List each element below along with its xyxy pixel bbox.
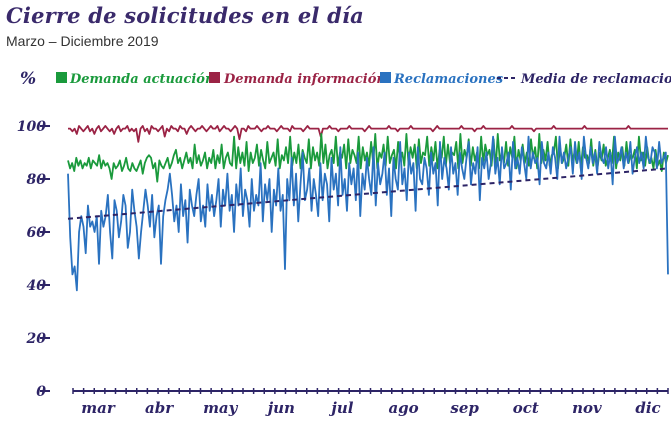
y-tick-label: 100 xyxy=(17,119,46,135)
x-tick-label: ago xyxy=(388,399,418,417)
legend-label-demanda-informacion: Demanda información xyxy=(223,72,386,87)
x-tick-label: jul xyxy=(328,399,353,417)
chart-title: Cierre de solicitudes en el día xyxy=(6,3,364,28)
legend-label-demanda-actuacion: Demanda actuación xyxy=(69,72,214,87)
legend-item-demanda-actuacion: Demanda actuación xyxy=(56,72,214,87)
x-tick-label: abr xyxy=(145,399,174,417)
series-line-media-de-reclamaciones xyxy=(67,167,669,220)
x-tick-label: mar xyxy=(81,399,116,417)
plot-area xyxy=(67,125,669,292)
legend-item-media-reclamaciones: Media de reclamaciones xyxy=(497,72,671,87)
x-tick-label: jun xyxy=(265,399,295,417)
legend-swatch-reclamaciones xyxy=(380,72,391,83)
y-axis: 020406080100 xyxy=(17,119,50,400)
legend-item-demanda-informacion: Demanda información xyxy=(209,72,386,87)
series-line-demanda-informacion xyxy=(68,125,668,143)
chart-subtitle: Marzo – Diciembre 2019 xyxy=(6,33,159,49)
legend-label-media-reclamaciones: Media de reclamaciones xyxy=(520,72,671,87)
y-tick-label: 20 xyxy=(26,331,47,347)
x-axis: mar abr may jun jul ago sep oct nov dic xyxy=(72,388,669,417)
legend-swatch-demanda-informacion xyxy=(209,72,220,83)
x-tick-label: nov xyxy=(572,399,602,417)
x-tick-label: oct xyxy=(513,399,539,417)
x-tick-label: dic xyxy=(635,399,660,417)
series-line-reclamaciones xyxy=(67,135,669,292)
y-tick-label: 60 xyxy=(27,225,47,241)
x-tick-label: sep xyxy=(450,399,479,417)
legend-swatch-demanda-actuacion xyxy=(56,72,67,83)
x-tick-label: may xyxy=(203,399,239,417)
legend-item-reclamaciones: Reclamaciones xyxy=(380,72,504,87)
y-tick-label: 40 xyxy=(27,278,47,294)
y-axis-unit-label: % xyxy=(20,69,36,89)
y-tick-label: 80 xyxy=(27,172,47,188)
legend-label-reclamaciones: Reclamaciones xyxy=(393,72,504,87)
